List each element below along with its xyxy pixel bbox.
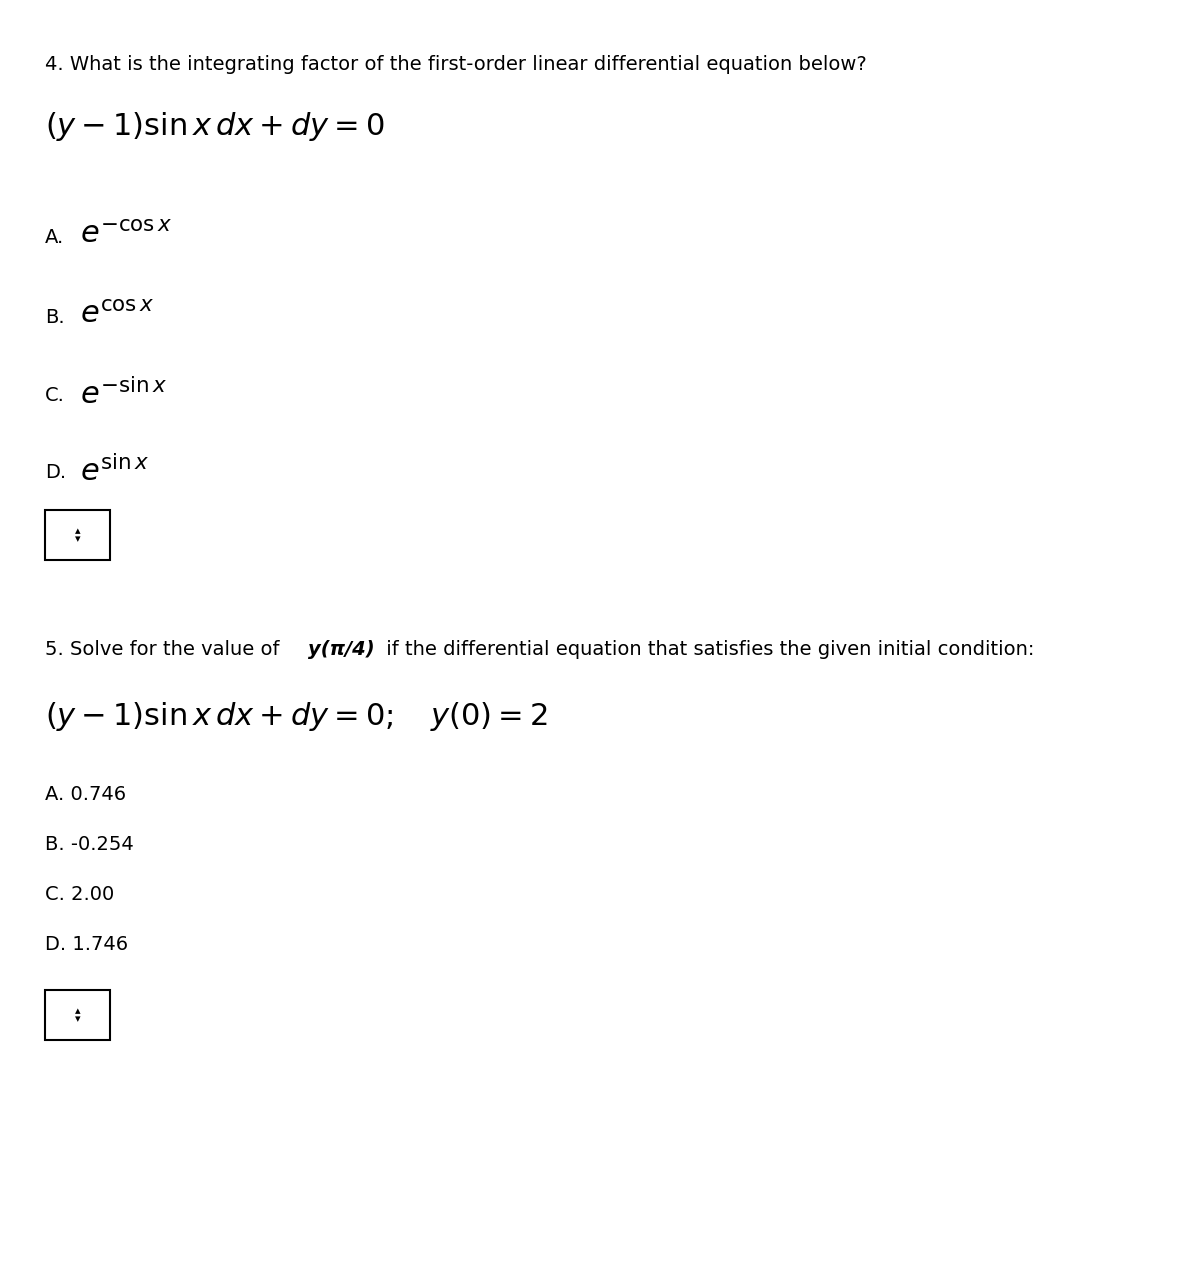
Text: D. 1.746: D. 1.746 xyxy=(46,935,128,954)
Text: $e^{\sin x}$: $e^{\sin x}$ xyxy=(80,455,149,487)
Text: y(π/4): y(π/4) xyxy=(308,640,374,658)
Text: A.: A. xyxy=(46,228,65,247)
Text: if the differential equation that satisfies the given initial condition:: if the differential equation that satisf… xyxy=(380,640,1034,658)
Text: $e^{\cos x}$: $e^{\cos x}$ xyxy=(80,300,155,329)
Text: B.: B. xyxy=(46,309,65,327)
Text: ▴
▾: ▴ ▾ xyxy=(74,1006,80,1024)
Text: D.: D. xyxy=(46,463,66,482)
Text: 4. What is the integrating factor of the first-order linear differential equatio: 4. What is the integrating factor of the… xyxy=(46,55,866,75)
Text: A. 0.746: A. 0.746 xyxy=(46,784,126,804)
FancyBboxPatch shape xyxy=(46,511,110,559)
Text: $(y - 1)\sin x\, dx + dy = 0;\quad y(0) = 2$: $(y - 1)\sin x\, dx + dy = 0;\quad y(0) … xyxy=(46,700,547,733)
Text: $e^{-\sin x}$: $e^{-\sin x}$ xyxy=(80,378,167,410)
Text: 5. Solve for the value of: 5. Solve for the value of xyxy=(46,640,286,658)
Text: C. 2.00: C. 2.00 xyxy=(46,885,114,904)
Text: ▴
▾: ▴ ▾ xyxy=(74,526,80,544)
FancyBboxPatch shape xyxy=(46,990,110,1040)
Text: C.: C. xyxy=(46,386,65,405)
Text: $(y - 1)\sin x\, dx + dy = 0$: $(y - 1)\sin x\, dx + dy = 0$ xyxy=(46,111,384,143)
Text: $e^{-\cos x}$: $e^{-\cos x}$ xyxy=(80,220,173,249)
Text: B. -0.254: B. -0.254 xyxy=(46,835,133,854)
